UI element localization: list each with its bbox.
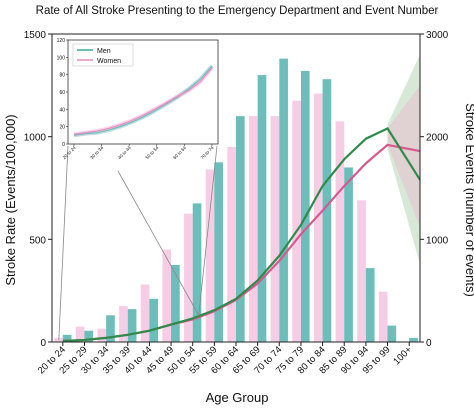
bar-women-2	[97, 328, 107, 342]
bar-men-6	[192, 203, 202, 342]
inset-y-tick-label-4: 80	[59, 73, 65, 79]
inset-legend-men: Men	[97, 48, 111, 55]
bar-women-7	[205, 169, 215, 342]
bar-men-15	[387, 325, 397, 342]
zoom-line-mid	[117, 170, 200, 316]
zoom-line-right	[198, 145, 218, 316]
bar-women-11	[292, 100, 301, 342]
inset-x-tick-label-1: 30 to 34	[89, 145, 104, 160]
chart-title: Rate of All Stroke Presenting to the Eme…	[36, 5, 439, 17]
y2-tick-label-0: 0	[426, 338, 432, 349]
bar-men-16	[409, 337, 418, 342]
bar-men-1	[84, 330, 94, 342]
bar-men-11	[300, 70, 310, 343]
lines-group	[62, 127, 421, 343]
bar-women-12	[313, 93, 323, 343]
inset-y-tick-label-0: 0	[62, 142, 65, 148]
inset-x-tick-label-2: 40 to 44	[117, 145, 132, 160]
bar-men-12	[322, 79, 332, 342]
y2-tick-label-2: 2000	[426, 133, 449, 144]
inset-x-tick-label-3: 50 to 54	[144, 145, 159, 160]
bar-women-14	[357, 200, 366, 342]
bar-women-15	[378, 291, 388, 342]
inset-x-tick-label-4: 60 to 64	[172, 145, 187, 160]
inset-y-tick-label-1: 20	[59, 125, 65, 131]
inset-line-women	[73, 67, 213, 136]
bar-women-6	[184, 213, 193, 342]
bar-men-5	[171, 265, 180, 342]
bar-women-4	[140, 284, 150, 342]
bar-men-7	[214, 162, 224, 342]
bar-men-10	[279, 58, 288, 342]
bar-women-13	[335, 121, 345, 343]
line-men	[62, 127, 421, 343]
y2-axis-label: Stroke Events (number of events)	[463, 103, 474, 297]
inset-y-tick-label-3: 60	[59, 90, 65, 96]
confidence-band-group	[387, 54, 420, 264]
inset-x-tick-label-5: 70 to 74	[200, 145, 215, 160]
bar-women-8	[227, 146, 236, 342]
zoom-line-left	[58, 145, 69, 341]
bar-men-8	[236, 116, 245, 342]
y2-tick-label-1: 1000	[426, 235, 449, 246]
bar-women-5	[162, 249, 172, 342]
y-tick-label-3: 1500	[24, 30, 47, 41]
y2-tick-label-3: 3000	[426, 30, 449, 41]
bar-men-14	[365, 268, 375, 342]
x-tick-label-16: 100+	[391, 344, 414, 367]
bar-women-10	[270, 116, 280, 342]
bar-women-1	[75, 326, 85, 342]
inset-line-men	[73, 65, 213, 136]
confidence-band-men	[387, 54, 420, 264]
inset-legend-women: Women	[97, 58, 121, 65]
y-tick-label-2: 1000	[24, 133, 47, 144]
bar-men-4	[149, 298, 159, 342]
bars-group	[54, 58, 418, 343]
inset-y-tick-label-2: 40	[59, 107, 65, 113]
x-axis-label: Age Group	[206, 390, 269, 405]
inset-y-tick-label-5: 100	[57, 55, 66, 61]
bar-men-9	[257, 75, 267, 343]
bar-men-2	[106, 315, 115, 342]
bar-women-3	[119, 306, 128, 342]
y-axis-label: Stroke Rate (Events/100,000)	[3, 114, 18, 285]
y-tick-label-0: 0	[40, 338, 46, 349]
y-tick-label-1: 500	[29, 235, 46, 246]
inset-y-tick-label-6: 120	[57, 38, 66, 44]
bar-men-3	[127, 309, 137, 342]
bar-men-13	[344, 167, 353, 342]
bar-women-9	[248, 116, 258, 342]
bar-men-0	[62, 334, 72, 342]
